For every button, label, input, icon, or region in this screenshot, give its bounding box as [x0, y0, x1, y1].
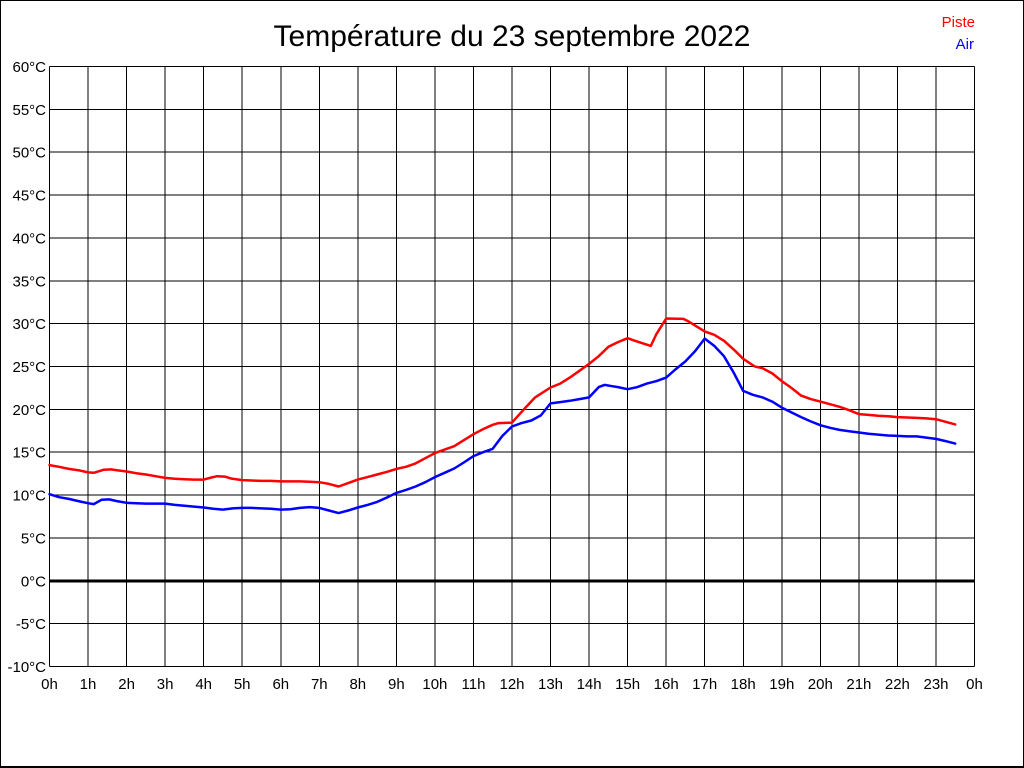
- svg-text:22h: 22h: [885, 676, 910, 693]
- svg-text:30°C: 30°C: [12, 316, 46, 333]
- svg-text:5°C: 5°C: [21, 530, 46, 547]
- svg-text:23h: 23h: [923, 676, 948, 693]
- svg-text:7h: 7h: [311, 676, 328, 693]
- svg-text:35°C: 35°C: [12, 273, 46, 290]
- svg-text:15h: 15h: [615, 676, 640, 693]
- svg-text:45°C: 45°C: [12, 188, 46, 205]
- svg-text:18h: 18h: [731, 676, 756, 693]
- svg-text:21h: 21h: [846, 676, 871, 693]
- svg-text:0h: 0h: [41, 676, 58, 693]
- svg-text:50°C: 50°C: [12, 145, 46, 162]
- svg-text:-10°C: -10°C: [7, 659, 46, 676]
- svg-text:60°C: 60°C: [12, 59, 46, 76]
- svg-text:6h: 6h: [272, 676, 289, 693]
- svg-text:19h: 19h: [769, 676, 794, 693]
- svg-text:0h: 0h: [966, 676, 983, 693]
- svg-text:Air: Air: [956, 36, 974, 53]
- svg-text:0°C: 0°C: [21, 573, 46, 590]
- svg-text:25°C: 25°C: [12, 359, 46, 376]
- svg-text:5h: 5h: [234, 676, 251, 693]
- svg-text:8h: 8h: [349, 676, 366, 693]
- svg-text:20h: 20h: [808, 676, 833, 693]
- svg-text:10h: 10h: [422, 676, 447, 693]
- svg-text:15°C: 15°C: [12, 445, 46, 462]
- svg-text:-5°C: -5°C: [16, 616, 46, 633]
- svg-text:16h: 16h: [654, 676, 679, 693]
- svg-text:4h: 4h: [195, 676, 212, 693]
- svg-text:13h: 13h: [538, 676, 563, 693]
- svg-text:40°C: 40°C: [12, 230, 46, 247]
- svg-text:3h: 3h: [157, 676, 174, 693]
- svg-text:14h: 14h: [577, 676, 602, 693]
- svg-text:Piste: Piste: [942, 14, 975, 31]
- svg-text:Température du 23 septembre 20: Température du 23 septembre 2022: [274, 20, 751, 53]
- svg-text:10°C: 10°C: [12, 488, 46, 505]
- svg-text:17h: 17h: [692, 676, 717, 693]
- svg-text:2h: 2h: [118, 676, 135, 693]
- svg-text:12h: 12h: [499, 676, 524, 693]
- svg-text:20°C: 20°C: [12, 402, 46, 419]
- svg-text:55°C: 55°C: [12, 102, 46, 119]
- svg-text:9h: 9h: [388, 676, 405, 693]
- svg-text:11h: 11h: [462, 676, 486, 693]
- svg-text:1h: 1h: [80, 676, 97, 693]
